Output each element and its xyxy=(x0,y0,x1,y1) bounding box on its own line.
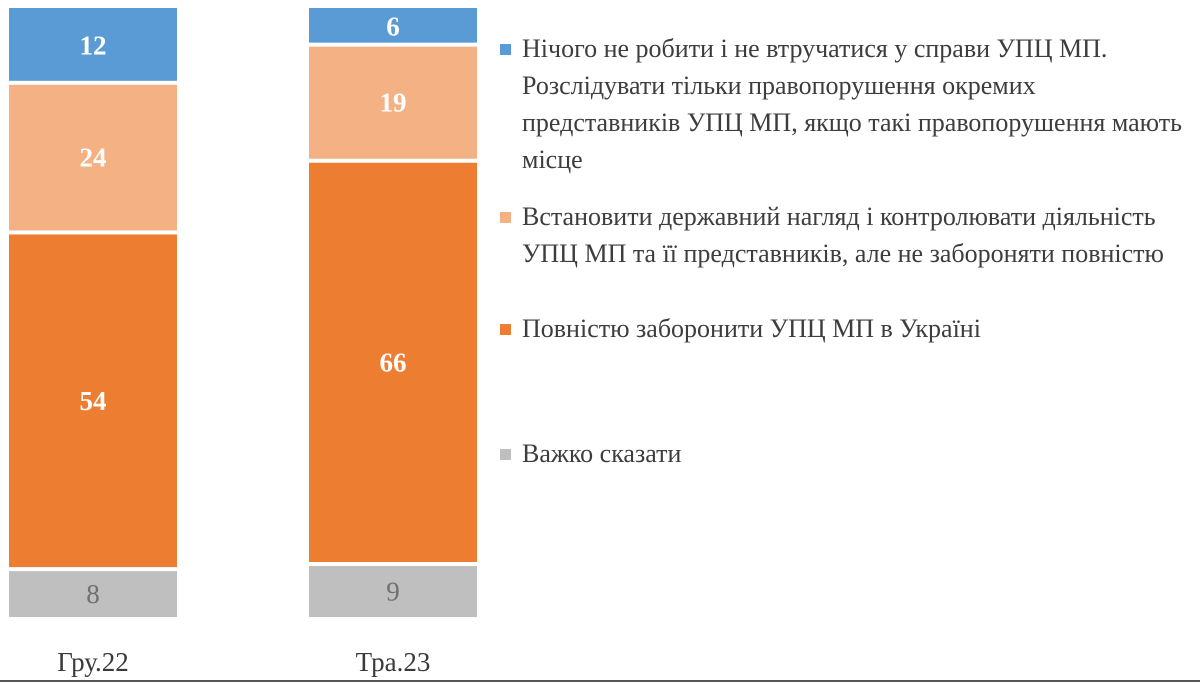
bar-segment-1-1 xyxy=(309,46,477,159)
bar-segment-1-3 xyxy=(309,566,477,617)
category-label-0: Гру.22 xyxy=(57,647,129,677)
legend-item-0: Нічого не робити і не втручатися у справ… xyxy=(500,30,1190,178)
data-label-1-2: 66 xyxy=(380,347,407,377)
legend-label: Встановити державний нагляд і контролюва… xyxy=(522,202,1164,268)
legend-label: Важко сказати xyxy=(522,439,682,468)
data-label-0-2: 54 xyxy=(80,386,107,416)
legend-item-3: Важко сказати xyxy=(500,435,1190,472)
bar-segment-1-2 xyxy=(309,162,477,563)
bar-segment-0-0 xyxy=(9,8,177,81)
data-label-1-1: 19 xyxy=(380,88,407,118)
bar-segment-0-2 xyxy=(9,234,177,568)
data-label-0-3: 8 xyxy=(86,579,100,609)
legend-label: Повністю заборонити УПЦ МП в Україні xyxy=(522,314,981,343)
data-label-0-1: 24 xyxy=(80,143,107,173)
bar-segment-1-0 xyxy=(309,8,477,43)
data-label-0-0: 12 xyxy=(80,30,107,60)
bar-segment-0-3 xyxy=(9,571,177,617)
legend-swatch xyxy=(500,324,511,335)
legend: Нічого не робити і не втручатися у справ… xyxy=(500,30,1190,472)
legend-swatch xyxy=(500,449,511,460)
legend-item-1: Встановити державний нагляд і контролюва… xyxy=(500,198,1190,272)
bar-segment-0-1 xyxy=(9,84,177,231)
legend-item-2: Повністю заборонити УПЦ МП в Україні xyxy=(500,310,1190,347)
legend-swatch xyxy=(500,44,511,55)
category-label-1: Тра.23 xyxy=(356,647,431,677)
data-label-1-0: 6 xyxy=(386,11,400,41)
data-label-1-3: 9 xyxy=(386,577,400,607)
bottom-border xyxy=(0,680,1200,682)
legend-label: Нічого не робити і не втручатися у справ… xyxy=(522,34,1182,174)
legend-swatch xyxy=(500,212,511,223)
